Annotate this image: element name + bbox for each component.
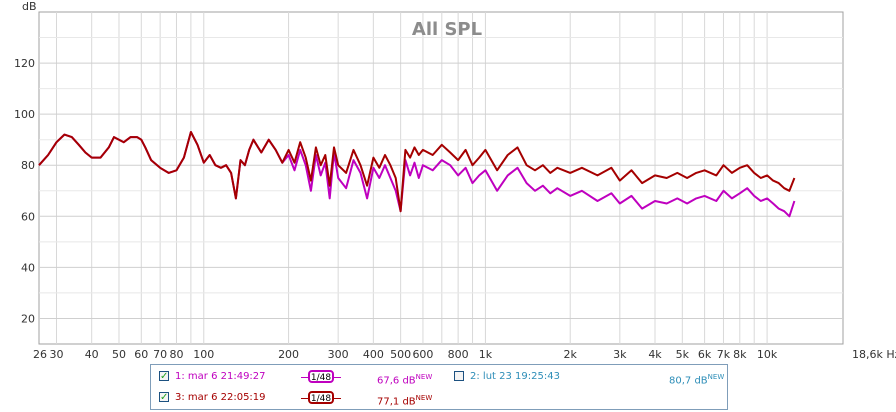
x-axis: 26 30 40 50 60 70 80 100 200 300 400 500 600 800 1k 2k 3… bbox=[33, 348, 896, 361]
y-tick-40: 40 bbox=[21, 261, 35, 274]
checkbox-3[interactable] bbox=[159, 389, 169, 407]
x-tick-7k: 7k bbox=[717, 348, 731, 361]
grid-lines bbox=[39, 12, 843, 344]
legend-level-2: 80,7 dBNEW bbox=[669, 373, 725, 387]
x-tick-600: 600 bbox=[412, 348, 433, 361]
x-tick-10k: 10k bbox=[757, 348, 778, 361]
x-tick-80: 80 bbox=[169, 348, 183, 361]
legend-level-3: 77,1 dBNEW bbox=[377, 394, 433, 408]
checkbox-1[interactable] bbox=[159, 368, 169, 386]
plot-area bbox=[38, 11, 844, 345]
x-tick-4k: 4k bbox=[648, 348, 662, 361]
series-line-2 bbox=[38, 131, 796, 213]
checkbox-2[interactable] bbox=[454, 371, 464, 381]
legend-level-1: 67,6 dBNEW bbox=[377, 373, 433, 387]
x-tick-8k: 8k bbox=[733, 348, 747, 361]
chart-title: All SPL bbox=[412, 19, 482, 40]
x-tick-800: 800 bbox=[448, 348, 469, 361]
x-tick-18,6k Hz: 18,6k Hz bbox=[852, 348, 896, 361]
x-tick-30: 30 bbox=[50, 348, 64, 361]
legend-panel: 1: mar 6 21:49:27 1/48 67,6 dBNEW 2: lut… bbox=[150, 364, 728, 410]
x-tick-5k: 5k bbox=[676, 348, 690, 361]
x-tick-100: 100 bbox=[193, 348, 214, 361]
smoothing-badge-1[interactable]: 1/48 bbox=[308, 370, 334, 383]
x-tick-500: 500 bbox=[390, 348, 411, 361]
legend-label-1: 1: mar 6 21:49:27 bbox=[175, 371, 266, 382]
y-axis-label: dB bbox=[22, 0, 37, 13]
x-tick-26: 26 bbox=[33, 348, 47, 361]
x-tick-300: 300 bbox=[328, 348, 349, 361]
x-tick-70: 70 bbox=[153, 348, 167, 361]
y-tick-120: 120 bbox=[14, 57, 35, 70]
x-tick-6k: 6k bbox=[698, 348, 712, 361]
x-tick-40: 40 bbox=[85, 348, 99, 361]
x-tick-400: 400 bbox=[363, 348, 384, 361]
x-tick-50: 50 bbox=[112, 348, 126, 361]
legend-label-2: 2: lut 23 19:25:43 bbox=[470, 371, 560, 382]
x-tick-200: 200 bbox=[278, 348, 299, 361]
y-axis: 20 40 60 80 100 120 bbox=[14, 57, 35, 325]
y-tick-100: 100 bbox=[14, 108, 35, 121]
series-group bbox=[38, 131, 796, 218]
x-tick-3k: 3k bbox=[613, 348, 627, 361]
smoothing-badge-3[interactable]: 1/48 bbox=[308, 391, 334, 404]
y-tick-80: 80 bbox=[21, 159, 35, 172]
y-tick-60: 60 bbox=[21, 210, 35, 223]
legend-label-3: 3: mar 6 22:05:19 bbox=[175, 392, 266, 403]
x-tick-2k: 2k bbox=[564, 348, 578, 361]
x-tick-60: 60 bbox=[134, 348, 148, 361]
y-tick-20: 20 bbox=[21, 312, 35, 325]
x-tick-1k: 1k bbox=[479, 348, 493, 361]
